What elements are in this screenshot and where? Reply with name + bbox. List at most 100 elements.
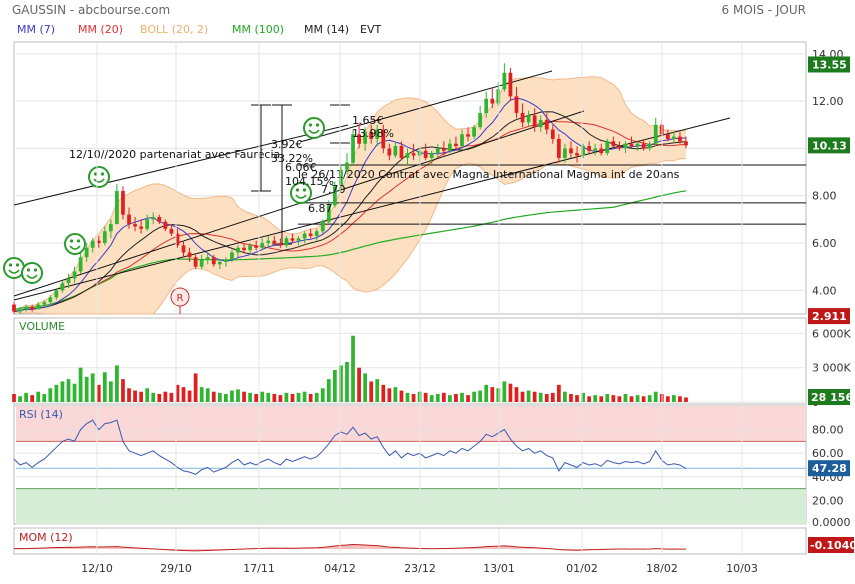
smiley-eye — [295, 188, 300, 192]
volume-bar — [133, 390, 137, 402]
candle-body — [569, 148, 573, 154]
volume-bar — [199, 387, 204, 402]
volume-bar — [326, 379, 331, 402]
volume-bar — [181, 387, 186, 402]
volume-bar — [653, 391, 658, 402]
chart-annotation: 1.65€ — [352, 114, 384, 127]
candle-body — [532, 115, 537, 128]
candle-body — [175, 233, 180, 246]
volume-bar — [623, 394, 628, 402]
candle-body — [490, 98, 495, 104]
volume-bar — [684, 397, 688, 402]
volume-bar — [36, 391, 41, 402]
candle-body — [187, 252, 192, 258]
volume-bar — [139, 391, 144, 402]
volume-bar — [647, 395, 652, 402]
candle-body — [611, 141, 616, 147]
volume-title: VOLUME — [19, 320, 65, 333]
candle-body — [278, 243, 283, 246]
price-badge — [808, 137, 850, 154]
candle-body — [538, 120, 543, 128]
candle-body — [369, 131, 374, 139]
mom-panel — [13, 527, 807, 555]
candle-body — [230, 252, 234, 260]
candle-body — [308, 233, 313, 236]
candle-body — [248, 245, 252, 251]
date-tick-label: 01/02 — [566, 562, 598, 575]
candle-body — [375, 129, 380, 139]
smiley-mouth — [295, 194, 307, 199]
volume-bar — [278, 395, 283, 402]
volume-bar — [163, 391, 168, 402]
volume-bar — [205, 388, 210, 402]
candle-body — [665, 134, 670, 139]
volume-bar — [308, 394, 313, 402]
volume-bar — [454, 394, 458, 402]
volume-badge — [808, 389, 850, 405]
smiley-eye — [26, 268, 31, 272]
volume-bar — [550, 392, 555, 402]
candle-body — [284, 238, 289, 246]
candle-body — [320, 221, 325, 232]
volume-bar — [72, 383, 77, 402]
volume-bar — [423, 392, 428, 402]
volume-bar — [248, 392, 252, 402]
mom-badge-label: -0.1040 — [810, 539, 855, 552]
smiley-mouth — [8, 269, 20, 274]
volume-bar — [678, 396, 682, 402]
volume-bar — [587, 396, 592, 402]
volume-bar — [363, 373, 368, 402]
volume-bar — [66, 379, 71, 402]
rsi-zones — [16, 406, 806, 524]
candle-body — [18, 309, 22, 312]
candle-body — [60, 283, 65, 291]
volume-bar — [466, 395, 470, 402]
volume-bar — [151, 392, 156, 402]
candle-body — [90, 240, 95, 248]
candle-body — [587, 146, 592, 151]
candle-body — [290, 238, 295, 241]
candle-body — [593, 148, 598, 151]
volume-bar — [284, 392, 289, 402]
volume-bar — [611, 395, 616, 402]
volume-bar — [441, 392, 446, 402]
volume-bar — [593, 395, 598, 402]
candle-body — [169, 228, 174, 234]
smiley-mouth — [69, 245, 81, 250]
indicator-legend: MM (7) MM (20) BOLL (20, 2) MM (100) MM (14)… — [17, 23, 381, 36]
rsi-series — [13, 419, 687, 475]
candle-body — [526, 115, 531, 123]
candle-body — [423, 150, 428, 158]
candle-body — [599, 148, 604, 154]
volume-bar — [332, 370, 337, 402]
momentum-fill — [14, 544, 686, 551]
volume-bar — [393, 387, 398, 402]
volume-bar — [575, 395, 579, 402]
smiley-eye — [76, 239, 81, 243]
candle-body — [399, 146, 404, 158]
candle-body — [54, 290, 59, 298]
trend-line — [13, 124, 349, 206]
volume-tick-label: 6 000K — [812, 327, 851, 340]
candle-body — [314, 231, 319, 236]
candle-body — [260, 243, 265, 248]
volume-bar — [84, 376, 89, 402]
smiley-eye — [33, 268, 38, 272]
price-badge-label: 10.13 — [812, 139, 847, 152]
volume-bar — [175, 384, 180, 402]
candle-body — [48, 297, 53, 303]
volume-bar — [672, 395, 676, 402]
candle-body — [393, 146, 398, 156]
candle-body — [653, 124, 658, 144]
candle-body — [78, 257, 83, 272]
volume-bar — [484, 384, 489, 402]
volume-bar — [460, 392, 464, 402]
price-badge — [808, 308, 850, 325]
date-tick-label: 10/03 — [726, 562, 758, 575]
smiley-eye — [93, 172, 98, 176]
candle-body — [133, 224, 137, 227]
candle-body — [139, 226, 144, 229]
volume-bar — [18, 396, 22, 402]
